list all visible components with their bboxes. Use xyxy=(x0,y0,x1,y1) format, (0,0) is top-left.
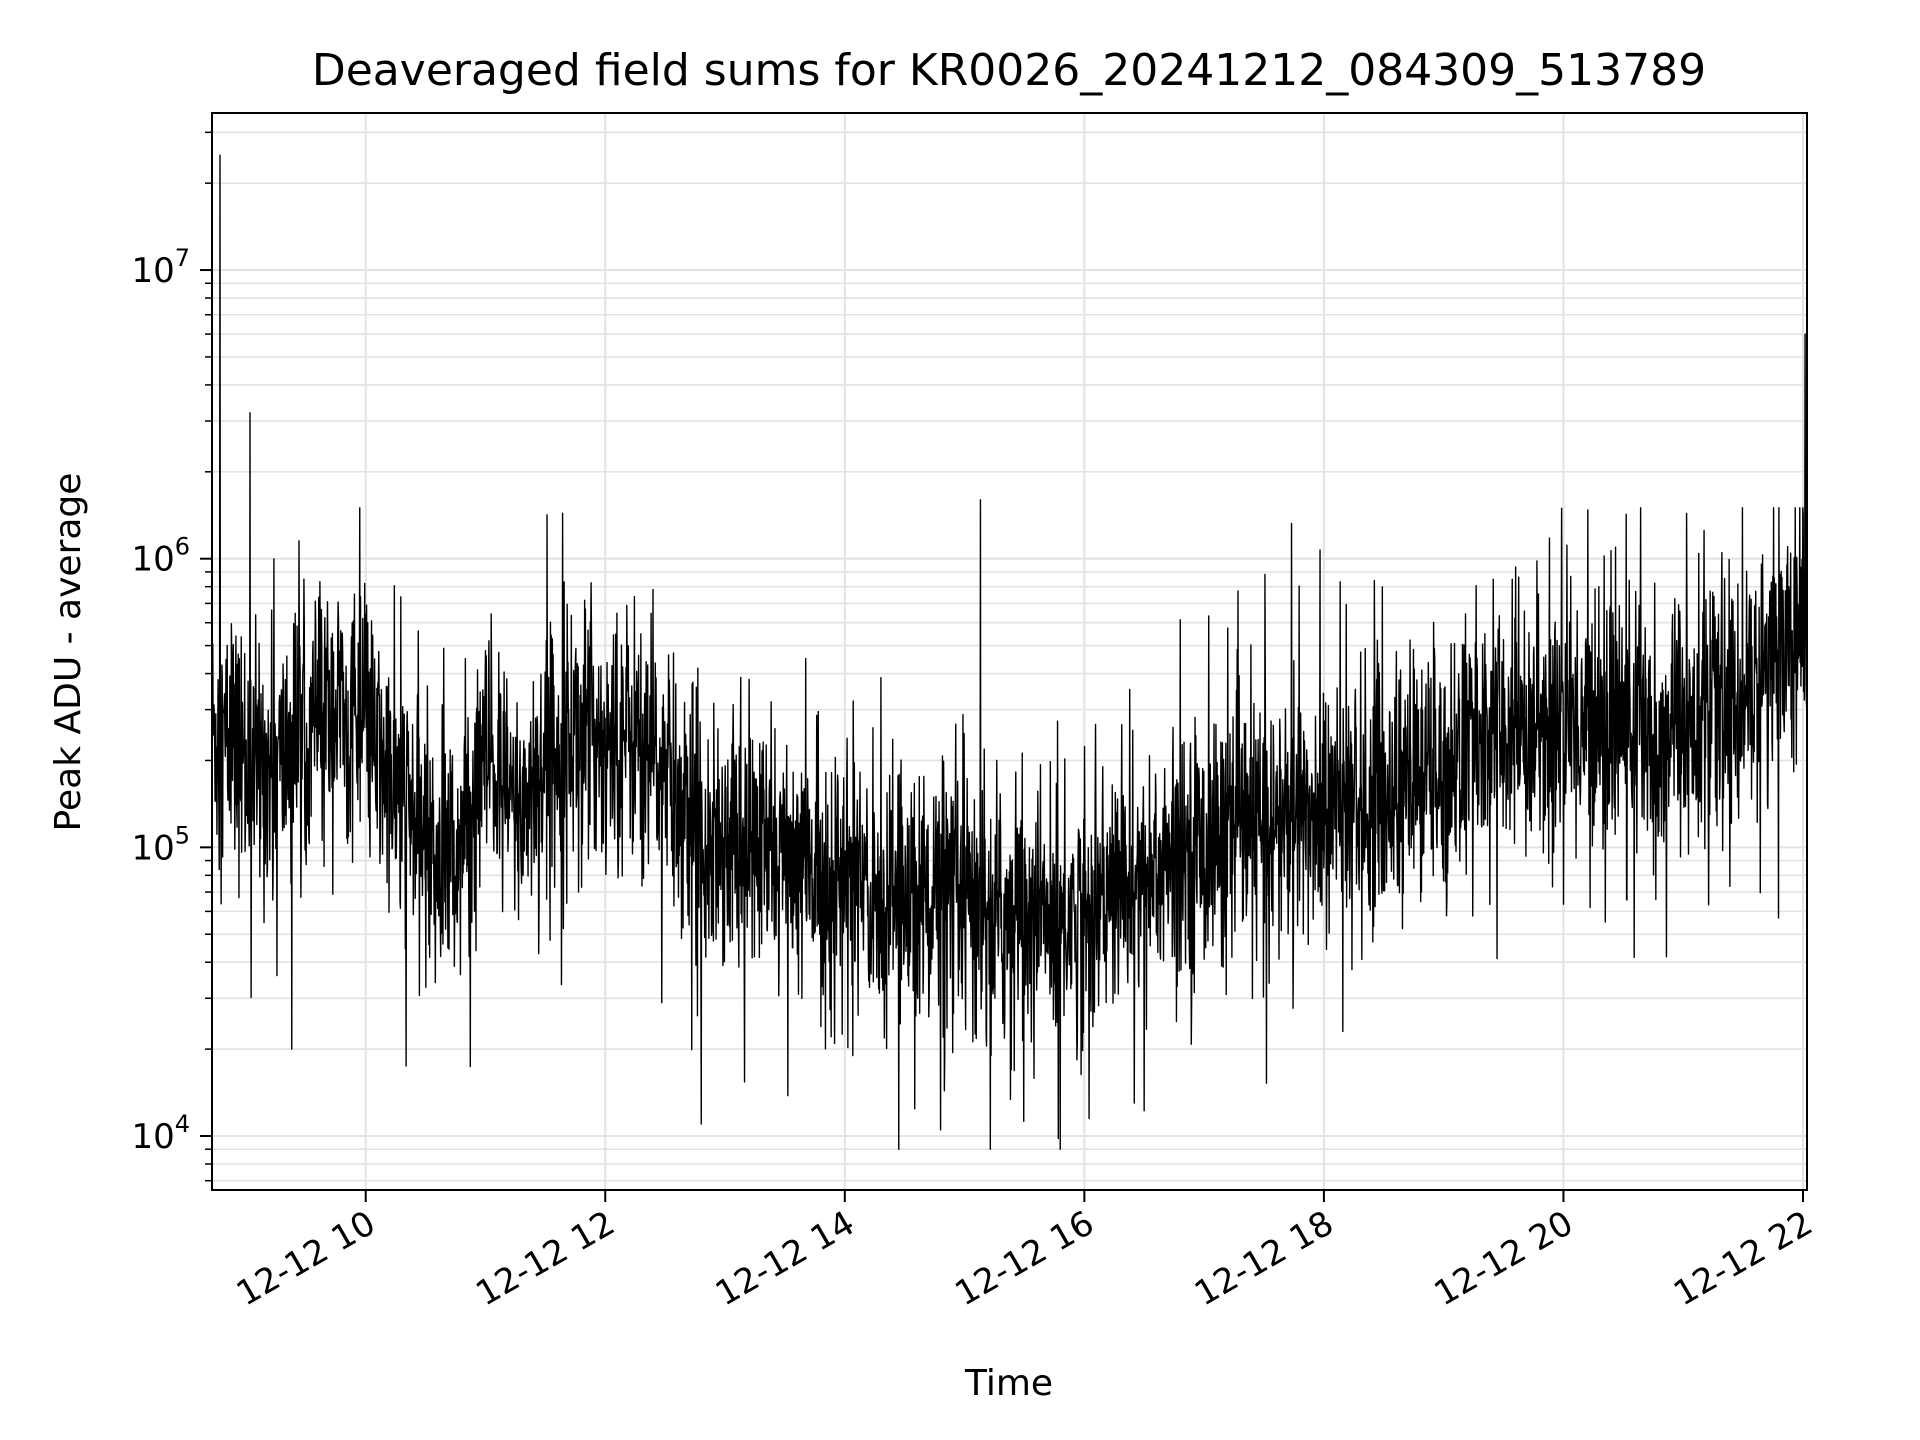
plot-frame xyxy=(211,112,1808,1191)
y-tick-label: 104 xyxy=(131,1110,190,1157)
y-axis-label: Peak ADU - average xyxy=(48,473,89,832)
series-line xyxy=(211,154,1808,1150)
y-axis: 104 105 106 107 xyxy=(131,131,212,1182)
x-axis-label: Time xyxy=(964,1363,1053,1404)
grid xyxy=(212,113,1807,1190)
y-tick-label: 107 xyxy=(131,244,190,291)
chart-title: Deaveraged field sums for KR0026_2024121… xyxy=(312,45,1706,96)
y-tick-label: 105 xyxy=(131,821,190,868)
series-line-group xyxy=(211,154,1808,1150)
y-tick-label: 106 xyxy=(131,533,190,580)
